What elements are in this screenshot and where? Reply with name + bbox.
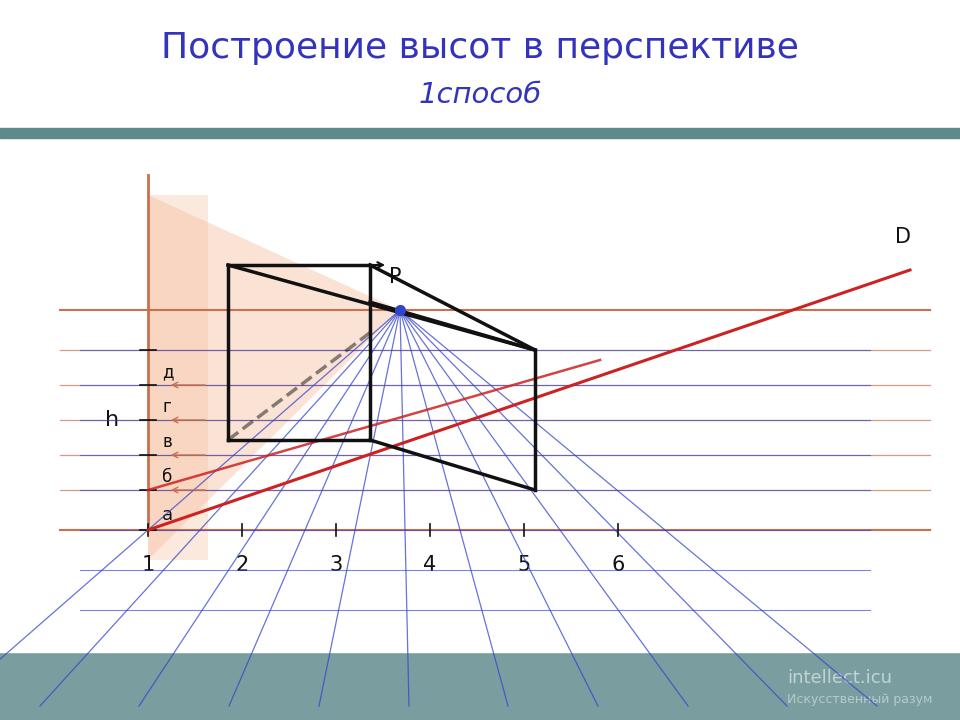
- Text: 3: 3: [329, 555, 343, 575]
- Text: 1: 1: [141, 555, 155, 575]
- Text: 2: 2: [235, 555, 249, 575]
- Text: 1способ: 1способ: [419, 81, 541, 109]
- Bar: [0, 0, 960, 145]
- Bar: [0, 128, 960, 138]
- Text: г: г: [162, 398, 171, 416]
- Text: Построение высот в перспективе: Построение высот в перспективе: [161, 31, 799, 65]
- Text: 6: 6: [612, 555, 625, 575]
- Bar: [0, 138, 960, 652]
- Polygon shape: [148, 195, 400, 560]
- Text: д: д: [162, 363, 174, 381]
- Text: б: б: [162, 468, 172, 486]
- Text: D: D: [895, 227, 911, 247]
- Text: Искусственный разум: Искусственный разум: [787, 693, 933, 706]
- Text: 4: 4: [423, 555, 437, 575]
- Text: в: в: [162, 433, 172, 451]
- Text: P: P: [389, 267, 401, 287]
- Polygon shape: [148, 195, 208, 560]
- Text: a: a: [162, 506, 173, 524]
- Text: 5: 5: [517, 555, 531, 575]
- Text: intellect.icu: intellect.icu: [787, 669, 892, 687]
- Text: h: h: [105, 410, 119, 430]
- Bar: [0, 652, 960, 720]
